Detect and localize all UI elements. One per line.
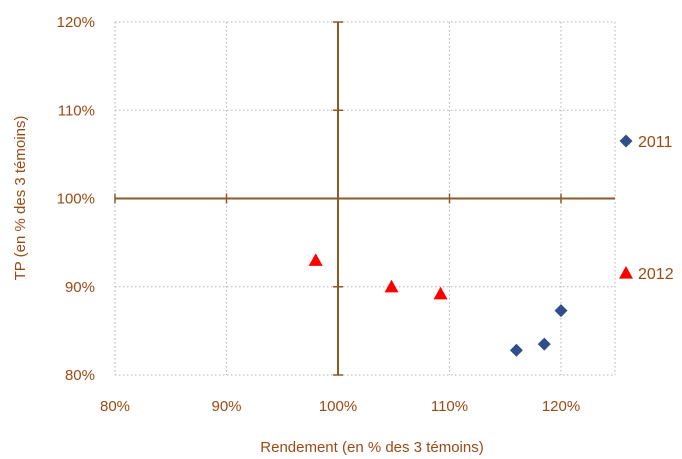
x-tick-label: 120% [542,398,580,415]
tick-labels: 80% 90% 100% 110% 120% 80% 90% 100% 110% 120% [57,14,581,415]
x-tick-label: 80% [100,398,130,415]
point-2012 [384,279,399,293]
point-2011 [537,337,551,351]
point-2011 [509,343,523,357]
y-tick-label: 80% [65,367,95,384]
x-tick-label: 100% [319,398,357,415]
y-tick-label: 100% [57,191,95,208]
x-axis-title: Rendement (en % des 3 témoins) [260,439,483,456]
legend-marker-2011 [619,134,633,148]
x-tick-label: 90% [211,398,241,415]
axes [114,21,615,376]
legend: 2011 2012 [619,134,674,283]
x-tick-label: 110% [431,398,468,415]
legend-marker-2012 [619,266,633,279]
legend-label-2011: 2011 [638,134,673,151]
y-tick-label: 90% [65,279,95,296]
y-tick-label: 110% [58,102,95,119]
y-tick-label: 120% [57,14,95,31]
data-points [308,253,568,357]
legend-label-2012: 2012 [638,266,674,283]
y-axis-title: TP (en % des 3 témoins) [12,116,29,281]
point-2012 [433,286,448,300]
point-2011 [554,304,568,318]
point-2012 [308,253,323,266]
